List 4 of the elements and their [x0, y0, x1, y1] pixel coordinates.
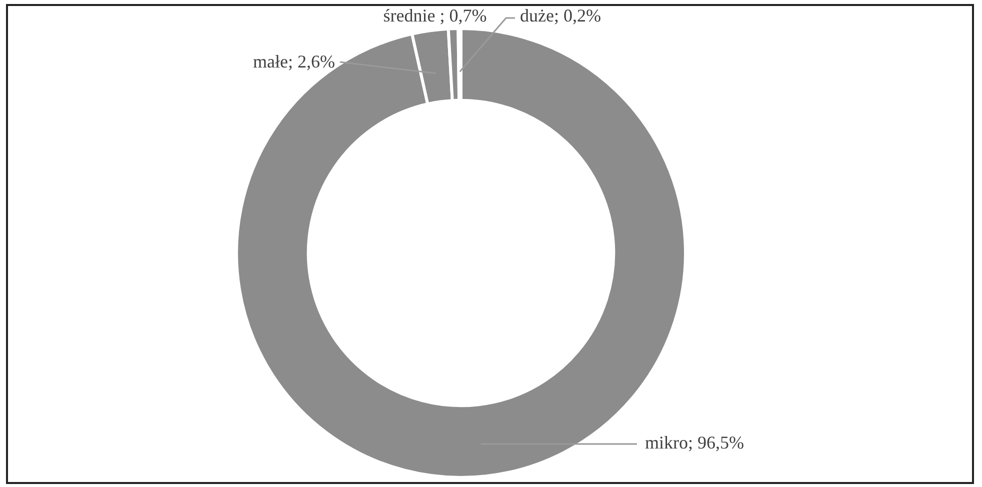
slice-label: małe; 2,6% [253, 52, 336, 72]
slice-label: duże; 0,2% [520, 6, 601, 26]
slice-label: średnie ; 0,7% [383, 6, 487, 26]
slice-label: mikro; 96,5% [645, 432, 744, 453]
